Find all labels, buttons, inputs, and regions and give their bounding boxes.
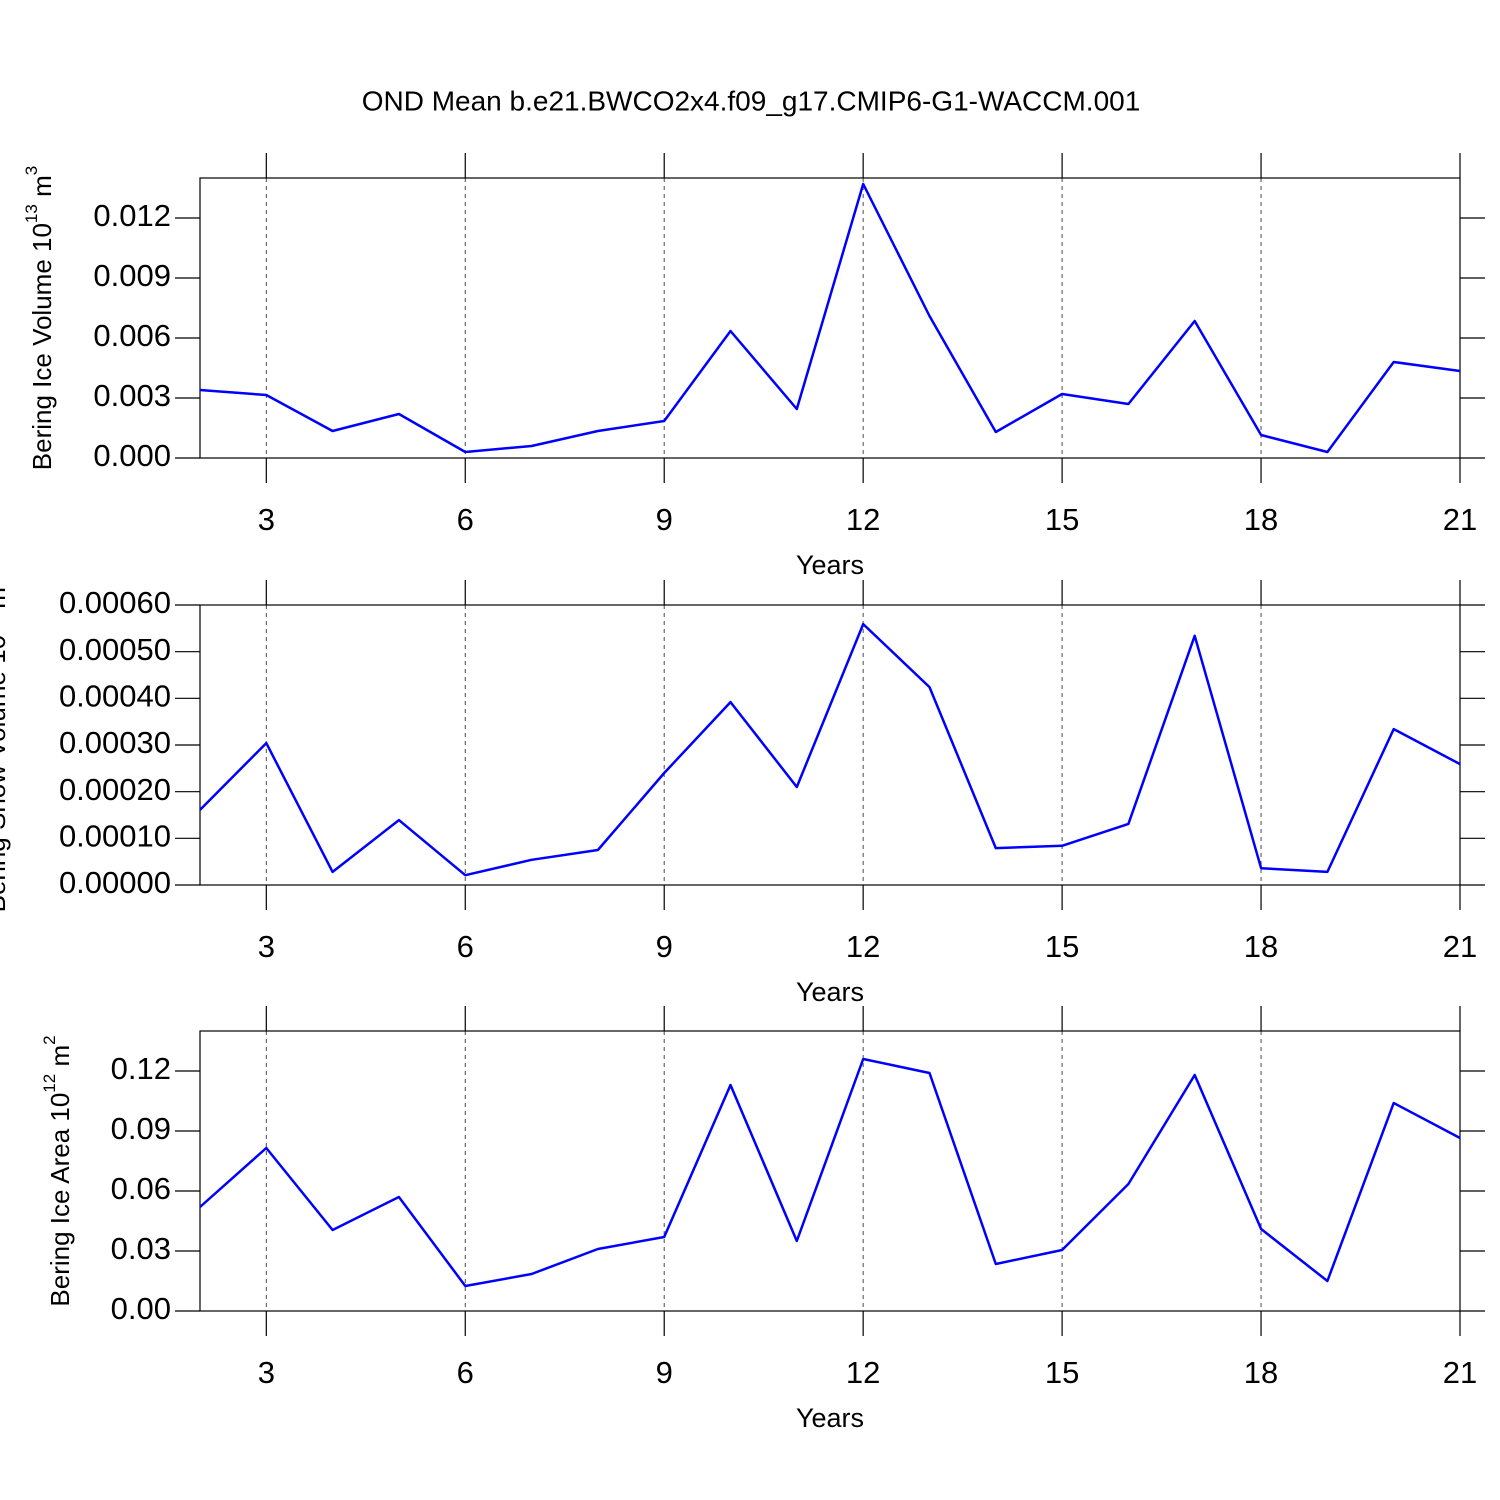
y-tick-label: 0.06 [111,1171,171,1206]
x-tick-label: 12 [846,1355,880,1390]
x-tick-label: 18 [1244,502,1278,537]
x-tick-label: 15 [1045,1355,1079,1390]
y-tick-label: 0.00060 [59,585,171,620]
y-axis-label-part: m [0,587,11,616]
x-tick-label: 12 [846,929,880,964]
y-tick-label: 0.006 [93,318,171,353]
data-line [199,622,1461,877]
x-tick-label: 6 [457,502,474,537]
x-tick-label: 18 [1244,1355,1278,1390]
y-tick-label: 0.09 [111,1111,171,1146]
x-tick-label: 9 [656,929,673,964]
y-tick-label: 0.00 [111,1291,171,1326]
x-tick-label: 9 [656,1355,673,1390]
y-axis-label-part: m [27,175,57,204]
y-axis-label-part: Bering Ice Volume 10 [27,223,57,470]
y-axis-label: Bering Ice Volume 1013 m3 [22,166,56,470]
chart-title: OND Mean b.e21.BWCO2x4.f09_g17.CMIP6-G1-… [362,85,1141,116]
y-tick-label: 0.12 [111,1051,171,1086]
y-tick-label: 0.00000 [59,865,171,900]
y-tick-label: 0.00010 [59,819,171,854]
y-tick-label: 0.03 [111,1231,171,1266]
data-line [199,182,1461,454]
x-tick-label: 6 [457,929,474,964]
x-tick-label: 12 [846,502,880,537]
y-axis-label-part: Bering Snow Volume 10 [0,635,11,913]
y-tick-label: 0.009 [93,258,171,293]
y-axis-label-part: m [45,1045,75,1074]
y-axis-label-part: Bering Ice Area 10 [45,1093,75,1307]
y-tick-label: 0.000 [93,438,171,473]
y-tick-label: 0.00030 [59,725,171,760]
x-tick-label: 21 [1443,929,1477,964]
x-axis-label: Years [796,1403,864,1433]
x-axis-label: Years [796,977,864,1007]
x-tick-label: 15 [1045,929,1079,964]
y-axis-label-part: 3 [22,166,41,175]
x-tick-label: 3 [258,1355,275,1390]
x-tick-label: 18 [1244,929,1278,964]
x-axis-label: Years [796,550,864,580]
x-tick-label: 15 [1045,502,1079,537]
y-axis-label-part: 2 [40,1035,59,1044]
x-tick-label: 3 [258,502,275,537]
x-tick-label: 3 [258,929,275,964]
y-axis-label: Bering Ice Area 1012 m2 [40,1035,74,1306]
y-tick-label: 0.00040 [59,679,171,714]
y-axis-label-part: 13 [22,204,41,223]
y-tick-label: 0.012 [93,198,171,233]
plot-frame [199,1030,1461,1312]
x-tick-label: 21 [1443,502,1477,537]
y-tick-label: 0.00050 [59,632,171,667]
x-tick-label: 21 [1443,1355,1477,1390]
y-tick-label: 0.00020 [59,772,171,807]
plot-frame [199,604,1461,886]
y-axis-label: Bering Snow Volume 1013 m3 [0,578,11,913]
x-tick-label: 9 [656,502,673,537]
data-line [199,1057,1461,1288]
x-tick-label: 6 [457,1355,474,1390]
plot-frame [199,177,1461,459]
y-axis-label-part: 12 [40,1074,59,1093]
y-tick-label: 0.003 [93,378,171,413]
